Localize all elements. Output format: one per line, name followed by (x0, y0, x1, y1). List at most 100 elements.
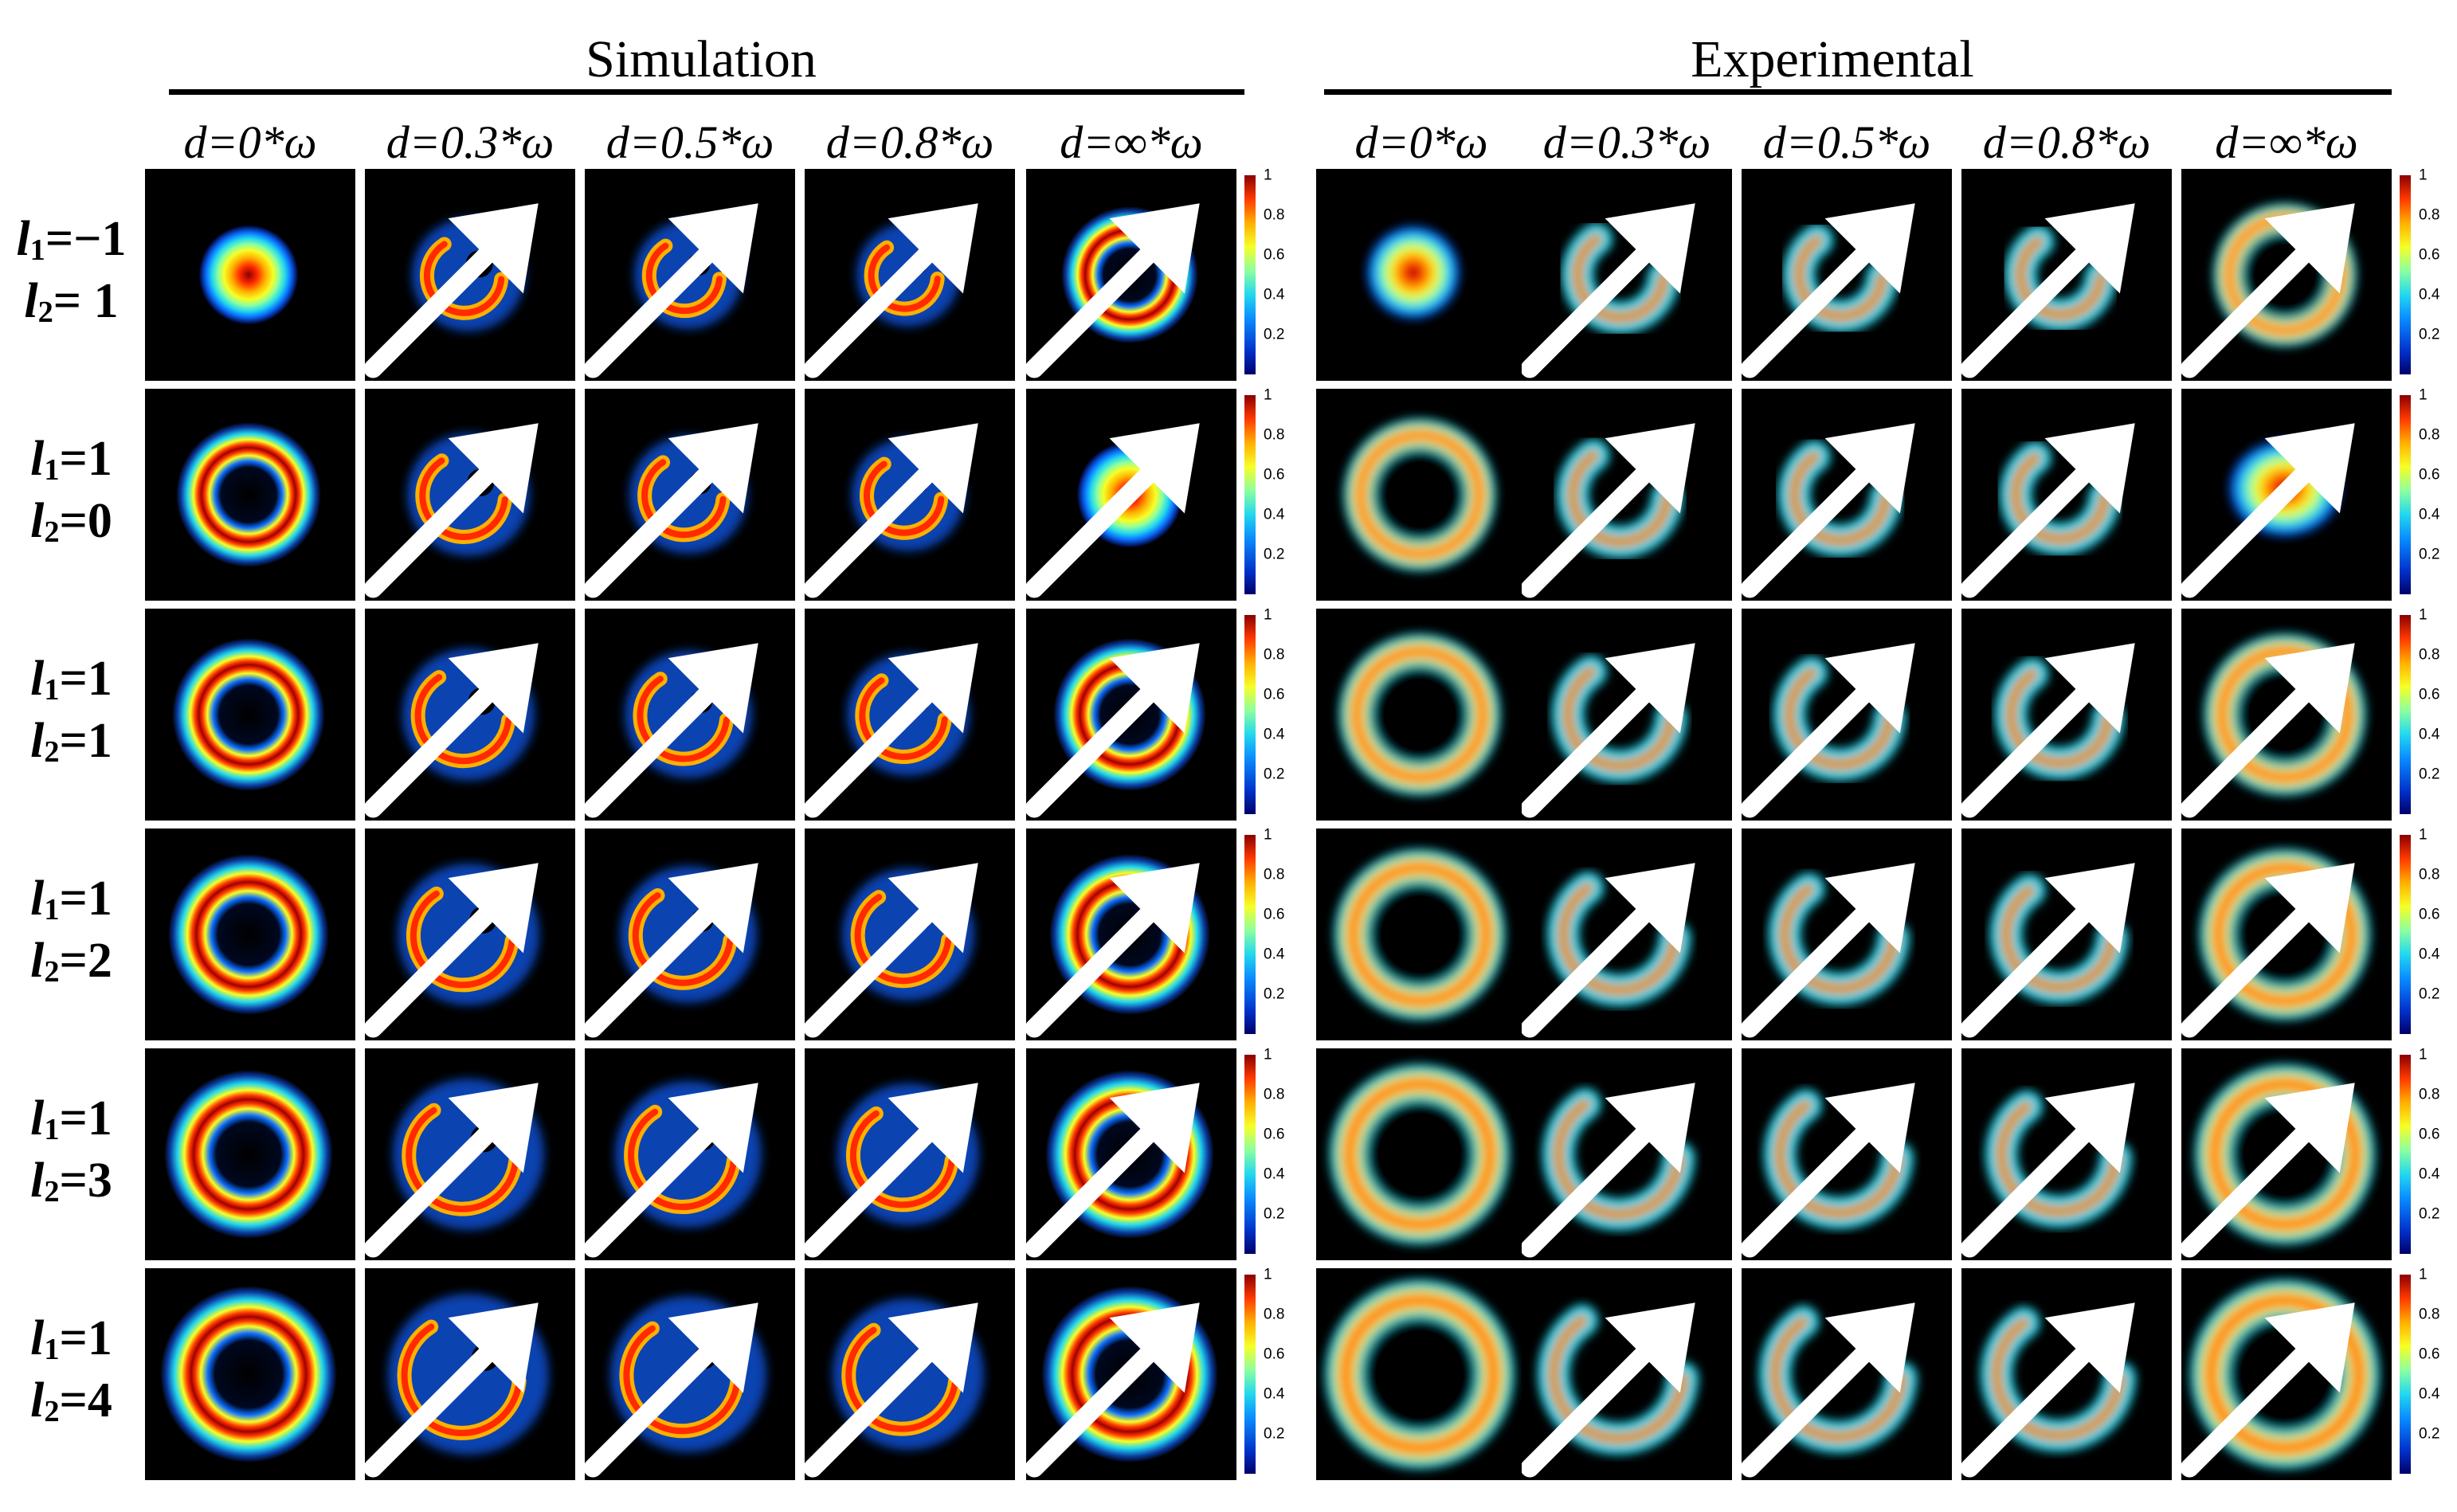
sim-column-label: d=∞*ω (1060, 116, 1203, 168)
arrow-up-right-icon (1026, 863, 1200, 1038)
arrow-up-right-icon (585, 203, 758, 378)
arrow-up-right-icon (365, 1302, 539, 1478)
sim-beam-profile-panel (145, 1268, 355, 1480)
sim-beam-profile-panel (145, 1048, 355, 1260)
sim-intensity-pattern (199, 225, 298, 324)
sim-beam-profile-panel (1026, 389, 1236, 601)
l1-label: l1=1 (30, 652, 112, 707)
exp-intensity-pattern (1337, 632, 1503, 797)
sim-beam-profile-panel (805, 828, 1015, 1040)
colorbar-tick-label: 0.4 (2419, 1165, 2440, 1183)
colorbar-tick-label: 1 (2419, 386, 2428, 404)
sim-beam-profile-panel (585, 1048, 795, 1260)
sim-column-label: d=0*ω (183, 116, 317, 168)
arrow-up-right-icon (365, 1083, 539, 1258)
colorbar-tick-label: 1 (1264, 166, 1272, 184)
exp-beam-profile-panel (1742, 828, 1952, 1040)
colorbar-tick-label: 0.2 (1264, 1425, 1285, 1443)
colorbar-tick-label: 0.2 (1264, 326, 1285, 343)
exp-colorbar: 1 0.8 0.6 0.4 0.2 (2400, 828, 2441, 1034)
exp-column-label: d=0*ω (1354, 116, 1488, 168)
sim-intensity-pattern (168, 854, 329, 1015)
colorbar-tick-label: 0.8 (1264, 866, 1285, 883)
exp-intensity-pattern (1773, 656, 1906, 781)
exp-beam-profile-panel (1961, 1268, 2172, 1480)
colorbar-gradient (1244, 835, 1256, 1034)
l1-value: =1 (59, 1311, 112, 1365)
l1-value: =1 (59, 1091, 112, 1146)
l1-label: l1=1 (30, 1311, 112, 1366)
row-label: l1=1 l2=3 (2, 1088, 141, 1212)
exp-colorbar: 1 0.8 0.6 0.4 0.2 (2400, 608, 2441, 814)
arrow-up-right-icon (1742, 863, 1915, 1038)
exp-beam-profile-panel (1961, 1048, 2172, 1260)
arrow-up-right-icon (2181, 1302, 2355, 1478)
exp-column-label: d=0.8*ω (1982, 116, 2151, 168)
exp-beam-profile-panel (1316, 609, 1526, 821)
sim-intensity-pattern (176, 422, 321, 567)
arrow-up-right-icon (1742, 423, 1915, 598)
l2-value: =4 (59, 1373, 112, 1428)
colorbar-gradient (2400, 835, 2411, 1034)
sim-beam-profile-panel (805, 389, 1015, 601)
arrow-up-right-icon (805, 203, 978, 378)
exp-beam-profile-panel (1522, 1048, 1732, 1260)
arrow-up-right-icon (1522, 423, 1695, 598)
colorbar-tick-label: 1 (2419, 826, 2428, 844)
colorbar-tick-label: 0.4 (1264, 1385, 1285, 1403)
colorbar-gradient (1244, 615, 1256, 814)
colorbar-tick-label: 0.2 (1264, 766, 1285, 783)
arrow-up-right-icon (1961, 1302, 2135, 1478)
arrow-up-right-icon (1522, 863, 1695, 1038)
arrow-up-right-icon (805, 1302, 978, 1478)
exp-colorbar: 1 0.8 0.6 0.4 0.2 (2400, 1267, 2441, 1474)
arrow-up-right-icon (585, 1302, 758, 1478)
exp-intensity-pattern (1332, 847, 1507, 1022)
colorbar-tick-label: 0.4 (2419, 1385, 2440, 1403)
experimental-title: Experimental (1691, 30, 1974, 88)
exp-intensity-pattern (1778, 441, 1903, 557)
exp-intensity-pattern (1552, 656, 1687, 782)
sim-beam-profile-panel (585, 389, 795, 601)
colorbar-tick-label: 0.2 (2419, 1425, 2440, 1443)
colorbar-tick-label: 0.4 (2419, 506, 2440, 523)
sim-colorbar: 1 0.8 0.6 0.4 0.2 (1244, 1267, 1286, 1474)
sim-beam-profile-panel (365, 1268, 575, 1480)
row-label: l1=1 l2=0 (2, 429, 141, 552)
sim-intensity-pattern (160, 1286, 337, 1463)
colorbar-tick-label: 0.2 (1264, 985, 1285, 1003)
colorbar-gradient (1244, 1055, 1256, 1254)
colorbar-tick-label: 0.6 (2419, 466, 2440, 484)
colorbar-tick-label: 0.2 (2419, 766, 2440, 783)
arrow-up-right-icon (1961, 423, 2135, 598)
exp-beam-profile-panel (2181, 169, 2392, 381)
arrow-up-right-icon (1522, 203, 1695, 378)
colorbar-tick-label: 0.6 (1264, 906, 1285, 923)
colorbar-tick-label: 1 (1264, 826, 1272, 844)
exp-beam-profile-panel (1742, 389, 1952, 601)
exp-intensity-pattern (1327, 1062, 1512, 1247)
sim-colorbar: 1 0.8 0.6 0.4 0.2 (1244, 608, 1286, 814)
arrow-up-right-icon (805, 423, 978, 598)
colorbar-gradient (2400, 175, 2411, 374)
colorbar-tick-label: 0.4 (1264, 726, 1285, 743)
sim-intensity-pattern (172, 638, 325, 791)
colorbar-tick-label: 1 (2419, 1266, 2428, 1283)
sim-beam-profile-panel (1026, 169, 1236, 381)
row-label: l1=−1 l2= 1 (2, 209, 141, 332)
exp-beam-profile-panel (2181, 828, 2392, 1040)
arrow-up-right-icon (1961, 1083, 2135, 1258)
colorbar-tick-label: 0.2 (2419, 326, 2440, 343)
l2-value: =1 (59, 713, 112, 768)
arrow-up-right-icon (2181, 423, 2355, 598)
arrow-up-right-icon (1026, 423, 1200, 598)
sim-beam-profile-panel (365, 828, 575, 1040)
exp-beam-profile-panel (1316, 1268, 1526, 1480)
exp-colorbar: 1 0.8 0.6 0.4 0.2 (2400, 388, 2441, 594)
sim-beam-profile-panel (585, 609, 795, 821)
exp-beam-profile-panel (1742, 1268, 1952, 1480)
colorbar-tick-label: 0.6 (1264, 686, 1285, 703)
colorbar-tick-label: 0.4 (1264, 946, 1285, 963)
arrow-up-right-icon (2181, 643, 2355, 818)
colorbar-gradient (2400, 1055, 2411, 1254)
